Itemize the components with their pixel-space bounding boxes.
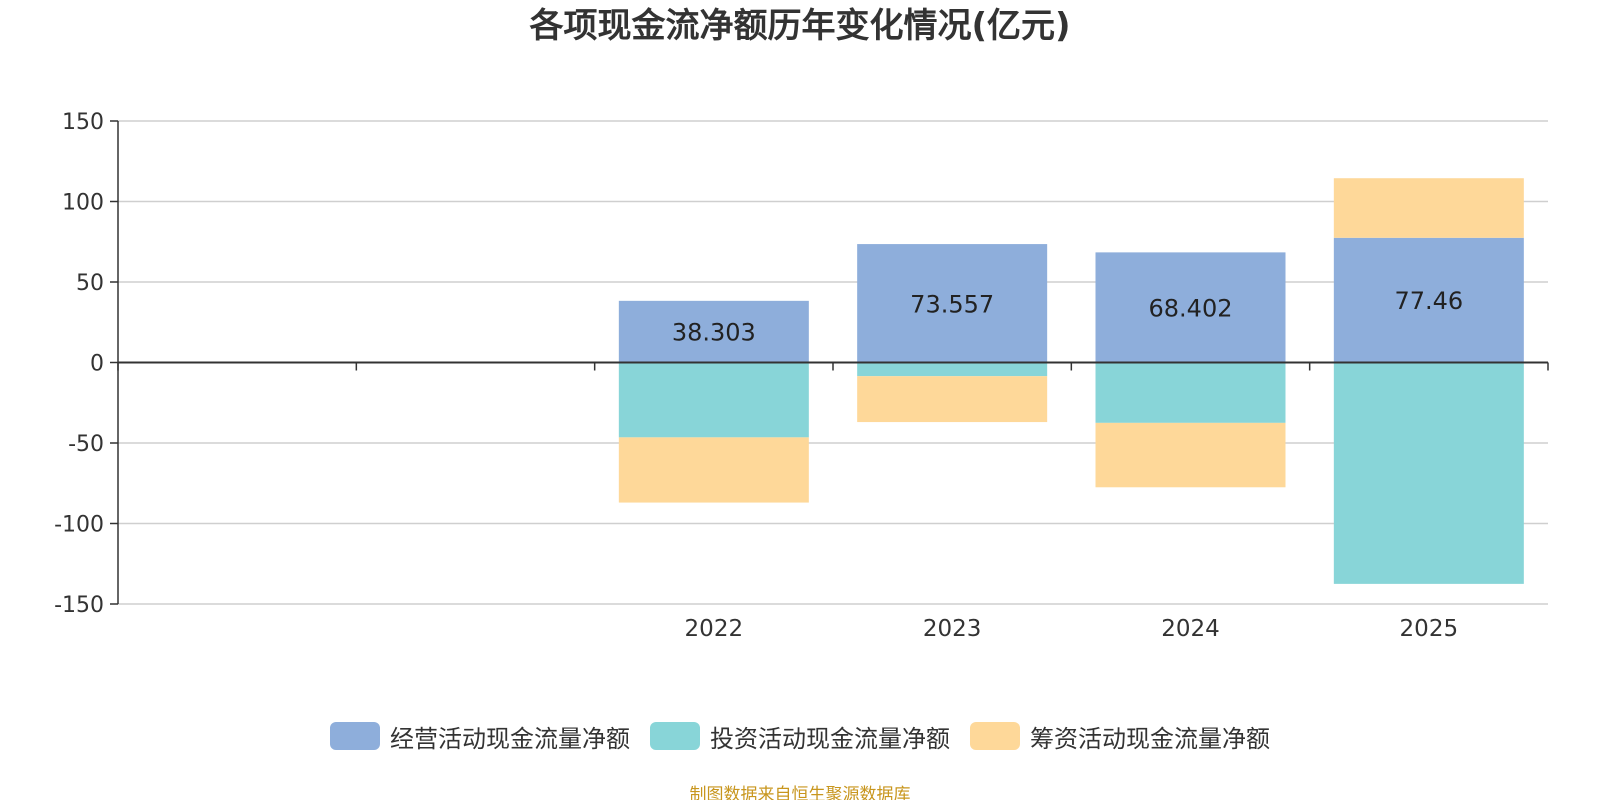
y-tick-label: 0	[90, 352, 104, 377]
bar-2023-series-2[interactable]	[857, 376, 1048, 423]
bar-2024-series-2[interactable]	[1095, 422, 1286, 488]
bar-2022-series-1[interactable]	[618, 362, 809, 438]
x-tick-label: 2025	[1400, 616, 1459, 642]
bar-2024-series-1[interactable]	[1095, 362, 1286, 423]
legend-item-1[interactable]: 投资活动现金流量净额	[650, 719, 950, 754]
y-tick-label: -150	[54, 593, 104, 618]
bar-layer	[618, 178, 1524, 584]
source-note: 制图数据来自恒生聚源数据库	[689, 785, 911, 800]
y-tick-label: 50	[76, 271, 104, 296]
legend-item-2[interactable]: 筹资活动现金流量净额	[970, 719, 1270, 754]
y-tick-label: -100	[54, 513, 104, 538]
legend-swatch	[330, 722, 380, 750]
bar-2023-series-0[interactable]	[857, 244, 1048, 363]
grid-layer	[118, 120, 1548, 605]
legend-label: 筹资活动现金流量净额	[1030, 724, 1270, 753]
x-tick-label: 2022	[685, 616, 744, 642]
x-tick-label: 2024	[1161, 616, 1220, 642]
bar-data-label: 77.46	[1394, 287, 1463, 315]
bar-data-label: 73.557	[910, 290, 994, 318]
y-tick-label: 150	[62, 110, 104, 135]
bar-data-label: 68.402	[1149, 294, 1233, 322]
legend-swatch	[650, 722, 700, 750]
y-tick-label: -50	[68, 432, 104, 457]
axis-layer	[110, 120, 1549, 605]
label-layer: 150 100 50 0 -50 -100 -150 38.303 73.557 68.402 77…	[54, 110, 1463, 642]
legend-item-0[interactable]: 经营活动现金流量净额	[330, 719, 630, 754]
bar-data-label: 38.303	[672, 319, 756, 347]
legend-label: 投资活动现金流量净额	[710, 724, 950, 753]
bar-2025-series-0[interactable]	[1333, 237, 1524, 363]
legend: 经营活动现金流量净额 投资活动现金流量净额 筹资活动现金流量净额	[0, 719, 1600, 754]
bar-2022-series-0[interactable]	[618, 300, 809, 363]
bar-2025-series-2[interactable]	[1333, 178, 1524, 238]
chart-title: 各项现金流净额历年变化情况(亿元)	[529, 6, 1071, 46]
x-tick-label: 2023	[923, 616, 982, 642]
bar-2023-series-1[interactable]	[857, 362, 1048, 377]
bar-2025-series-1[interactable]	[1333, 362, 1524, 584]
bar-2022-series-2[interactable]	[618, 437, 809, 503]
y-tick-label: 100	[62, 191, 104, 216]
legend-swatch	[970, 722, 1020, 750]
legend-label: 经营活动现金流量净额	[390, 724, 630, 753]
bar-2024-series-0[interactable]	[1095, 252, 1286, 363]
